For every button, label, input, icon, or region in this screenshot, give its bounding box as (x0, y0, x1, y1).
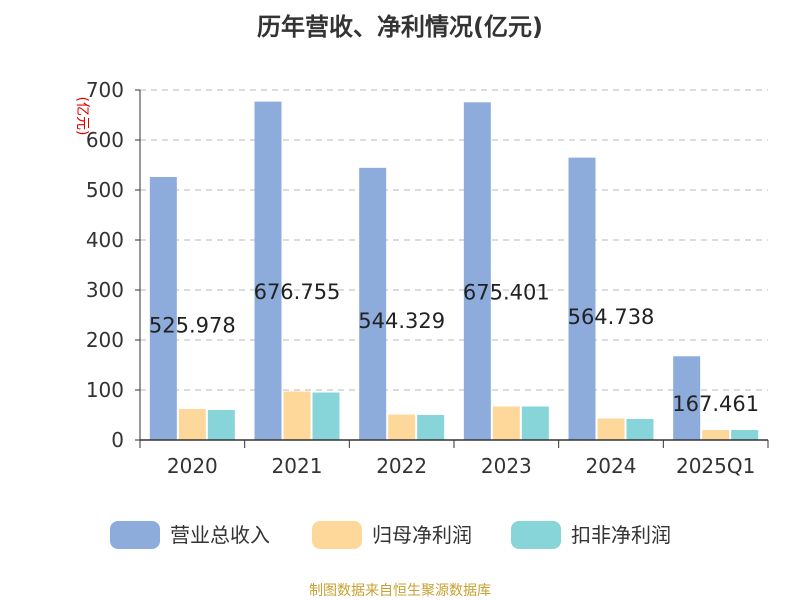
x-tick-label: 2022 (376, 454, 427, 478)
legend[interactable]: 营业总收入 归母净利润 扣非净利润 (110, 521, 671, 549)
data-label: 544.329 (358, 309, 445, 333)
y-axis-unit: (亿元) (74, 97, 90, 136)
data-label: 675.401 (463, 280, 550, 304)
bar (702, 430, 730, 440)
bar (521, 406, 549, 440)
x-axis-ticks: 2020 2021 2022 2023 2024 2025Q1 (139, 440, 769, 478)
chart-title: 历年营收、净利情况(亿元) (257, 13, 543, 41)
x-tick-label: 2025Q1 (676, 454, 755, 478)
legend-swatch (511, 521, 561, 549)
x-tick-label: 2024 (586, 454, 637, 478)
bar (178, 409, 206, 440)
bar (207, 410, 235, 440)
data-label: 564.738 (568, 305, 655, 329)
legend-swatch (312, 521, 362, 549)
y-tick-label: 400 (86, 228, 124, 252)
y-tick-label: 300 (86, 278, 124, 302)
bars (149, 101, 759, 441)
bar (568, 157, 596, 441)
bar (673, 356, 701, 440)
bar (312, 392, 340, 440)
x-tick-label: 2020 (167, 454, 218, 478)
bar (597, 418, 625, 440)
data-labels: 525.978 676.755 544.329 675.401 564.738 167.4… (149, 280, 759, 416)
bar (492, 406, 520, 440)
bar (731, 430, 759, 440)
bar (626, 419, 654, 440)
data-label: 676.755 (254, 280, 341, 304)
source-note: 制图数据来自恒生聚源数据库 (309, 583, 491, 599)
bar (149, 177, 177, 441)
bar (463, 102, 491, 440)
x-tick-label: 2021 (272, 454, 323, 478)
bar (388, 414, 416, 440)
y-tick-label: 500 (86, 178, 124, 202)
gridlines (140, 89, 768, 391)
legend-label: 归母净利润 (372, 523, 472, 547)
bar (254, 101, 282, 440)
data-label: 167.461 (672, 392, 759, 416)
legend-label: 营业总收入 (170, 523, 270, 547)
x-tick-label: 2023 (481, 454, 532, 478)
y-tick-label: 200 (86, 328, 124, 352)
y-tick-label: 600 (86, 128, 124, 152)
y-tick-label: 700 (86, 78, 124, 102)
y-axis-ticks: 0 100 200 300 400 500 600 700 (86, 78, 140, 452)
bar (359, 167, 387, 440)
data-label: 525.978 (149, 313, 236, 337)
bar (283, 391, 311, 440)
legend-swatch (110, 521, 160, 549)
bar (417, 415, 445, 440)
y-tick-label: 100 (86, 378, 124, 402)
legend-label: 扣非净利润 (571, 523, 671, 547)
y-tick-label: 0 (111, 428, 124, 452)
